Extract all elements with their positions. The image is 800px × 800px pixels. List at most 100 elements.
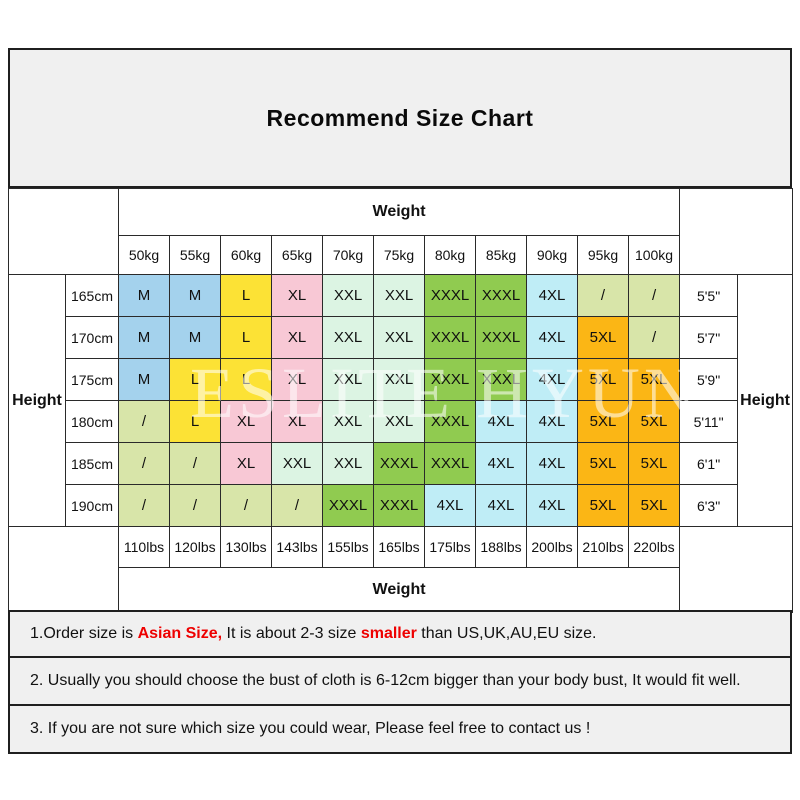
size-cell: 4XL [475,484,527,527]
size-cell: 5XL [577,316,629,359]
size-cell: 5XL [627,358,681,401]
lbs-header-cell: 155lbs [322,526,374,568]
size-cell: L [169,358,221,401]
table-row: 185cm / / XL XXL XXL XXXL XXXL 4XL 4XL 5XL 5XL 6'1" [9,442,793,485]
size-cell: XXL [322,358,374,401]
size-cell: M [118,274,170,317]
size-cell: 5XL [577,358,629,401]
note-text: 1.Order size is [30,625,138,642]
size-cell: XXXL [475,274,527,317]
height-header-right: Height [737,274,794,527]
lbs-header-cell: 210lbs [577,526,629,568]
table-row: 175cm M L L XL XXL XXL XXXL XXXL 4XL 5XL 5XL 5'9" [9,358,793,401]
height-ft-cell: 5'9" [679,358,739,401]
size-cell: M [118,358,170,401]
lbs-header-cell: 130lbs [220,526,272,568]
height-cm-cell: 190cm [65,484,119,527]
height-ft-cell: 5'5" [679,274,739,317]
note-text: 3. If you are not sure which size you co… [30,720,591,737]
kg-header-cell: 70kg [322,235,374,275]
size-cell: 4XL [526,358,578,401]
size-cell: 5XL [627,442,681,485]
size-cell: XL [220,442,272,485]
size-cell: 4XL [526,484,578,527]
size-cell: XL [271,316,323,359]
size-cell: XXXL [424,358,476,401]
kg-header-cell: 60kg [220,235,272,275]
weight-header-top: Weight [117,188,681,236]
size-cell: XXL [373,358,425,401]
note-highlight-text: Asian Size, [137,625,223,642]
kg-header-cell: 85kg [475,235,527,275]
size-cell: 4XL [424,484,476,527]
corner-cell-top-right [679,188,794,275]
height-cm-cell: 180cm [65,400,119,443]
note-row: 2. Usually you should choose the bust of… [8,656,792,706]
size-cell: XXXL [373,442,425,485]
note-row: 1.Order size is Asian Size, It is about … [8,610,792,658]
size-cell: XXL [322,274,374,317]
lbs-header-cell: 110lbs [118,526,170,568]
size-cell: 5XL [577,442,629,485]
height-ft-cell: 5'11" [679,400,739,443]
size-cell: / [118,400,170,443]
height-cm-cell: 165cm [65,274,119,317]
size-cell: XXL [322,400,374,443]
corner-cell-bottom-left [8,526,119,613]
size-cell: XL [271,358,323,401]
size-cell: L [220,358,272,401]
height-ft-cell: 6'3" [679,484,739,527]
page-title: Recommend Size Chart [266,104,534,131]
height-cm-cell: 170cm [65,316,119,359]
lbs-header-cell: 175lbs [424,526,476,568]
kg-header-cell: 50kg [118,235,170,275]
size-cell: 4XL [526,400,578,443]
note-highlight-text: smaller [360,625,417,642]
kg-header-cell: 75kg [373,235,425,275]
corner-cell-bottom-right [679,526,794,613]
size-cell: M [169,316,221,359]
size-cell: / [118,484,170,527]
size-cell: XXL [271,442,323,485]
size-cell: XL [271,274,323,317]
size-cell: L [220,274,272,317]
size-cell: XXXL [424,400,476,443]
note-text: It is about 2-3 size [222,625,361,642]
size-cell: XXXL [424,442,476,485]
size-cell: XXXL [475,358,527,401]
kg-header-cell: 95kg [577,235,629,275]
lbs-header-cell: 220lbs [627,526,681,568]
size-cell: M [118,316,170,359]
table-row: Height 165cm M M L XL XXL XXL XXXL XXXL 4XL //5'5" H… [8,274,794,527]
size-cell: XXXL [475,316,527,359]
lbs-header-cell: 200lbs [526,526,578,568]
size-cell: L [220,316,272,359]
size-cell: / [220,484,272,527]
size-chart-table: Weight 50kg 55kg 60kg 65kg 70kg 75kg 80kg 85kg 90… [8,188,794,613]
lbs-header-cell: 188lbs [475,526,527,568]
size-cell: XXXL [373,484,425,527]
kg-header-cell: 100kg [627,235,681,275]
kg-header-cell: 55kg [169,235,221,275]
size-cell: XL [220,400,272,443]
notes-section: 1.Order size is Asian Size, It is about … [8,610,792,754]
title-box: Recommend Size Chart [8,48,792,188]
size-cell: 4XL [526,274,578,317]
note-text: 2. Usually you should choose the bust of… [30,672,741,689]
size-cell: 5XL [577,400,629,443]
size-cell: 4XL [526,442,578,485]
size-cell: XXL [373,316,425,359]
kg-header-cell: 90kg [526,235,578,275]
size-cell: / [627,274,681,317]
size-cell: / [169,442,221,485]
lbs-header-cell: 165lbs [373,526,425,568]
size-cell: / [577,274,629,317]
height-ft-cell: 5'7" [679,316,739,359]
height-header-left: Height [8,274,66,527]
size-cell: 4XL [475,442,527,485]
height-cm-cell: 185cm [65,442,119,485]
size-cell: / [118,442,170,485]
size-cell: XXL [373,274,425,317]
table-row: 190cm / / / / XXXL XXXL 4XL 4XL 4XL 5XL 5XL 6'3" [9,484,793,527]
